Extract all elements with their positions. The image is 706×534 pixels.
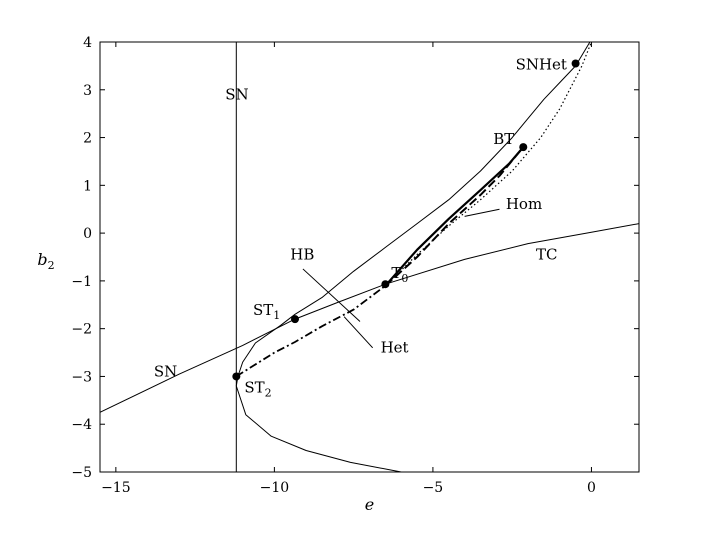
curve-label-het-5: Het: [381, 339, 409, 357]
leader-line-0: [302, 268, 361, 322]
y-tick-label: −2: [71, 322, 92, 338]
x-tick-label: −15: [101, 480, 131, 496]
point-st2: [232, 372, 241, 381]
x-tick-label: −10: [260, 480, 290, 496]
curve-label-sn-0: SN: [225, 85, 248, 103]
curve-label-sn-1: SN: [154, 362, 177, 380]
point-t0: [381, 280, 390, 289]
y-tick-label: 4: [83, 35, 92, 51]
leader-lines-layer: [302, 208, 500, 349]
curve-label-tc-4: TC: [536, 245, 557, 263]
point-snhet: [571, 59, 580, 68]
y-axis-label-subscript: 2: [48, 259, 55, 272]
y-tick-label: 0: [83, 226, 92, 242]
y-axis-label: b2: [37, 250, 54, 272]
points-layer: [232, 59, 580, 381]
labels-layer: SNHet BT T0 ST1 ST2 SN SN HB Hom TC Het: [154, 56, 567, 400]
curves-layer: [100, 42, 639, 472]
curve-label-hom-3: Hom: [506, 195, 542, 213]
point-bt: [519, 143, 528, 152]
y-tick-label: 2: [83, 131, 92, 147]
y-tick-label: −3: [71, 369, 92, 385]
point-label-st2: ST2: [244, 378, 271, 399]
point-label-snhet: SNHet: [516, 56, 567, 74]
curve-tc-2: [100, 223, 639, 413]
curve-het-5: [235, 284, 386, 378]
y-tick-label: −1: [71, 274, 92, 290]
point-label-bt: BT: [493, 130, 514, 148]
x-tick-label: 0: [587, 480, 596, 496]
curve-sn-0: [235, 42, 591, 472]
y-tick-label: −4: [71, 417, 92, 433]
y-tick-label: −5: [71, 465, 92, 481]
x-tick-label: −5: [423, 480, 444, 496]
curve-hom-4: [384, 146, 525, 287]
plot-frame: [99, 41, 640, 473]
y-tick-label: 3: [83, 83, 92, 99]
leader-line-2: [464, 208, 500, 217]
point-label-t0: T0: [391, 264, 408, 285]
point-st1: [290, 315, 299, 324]
y-axis-label-main: b: [37, 250, 47, 269]
point-label-st1: ST1: [253, 301, 280, 322]
ticks-layer: −15 −10 −5 0 4 3 2 1 0 −1 −2 −3 −4 −5: [71, 35, 639, 496]
curve-label-hb-2: HB: [290, 245, 314, 263]
y-tick-label: 1: [83, 178, 92, 194]
x-axis-label: e: [365, 495, 374, 514]
leader-line-1: [343, 316, 374, 349]
curve-hb-3: [384, 146, 525, 287]
